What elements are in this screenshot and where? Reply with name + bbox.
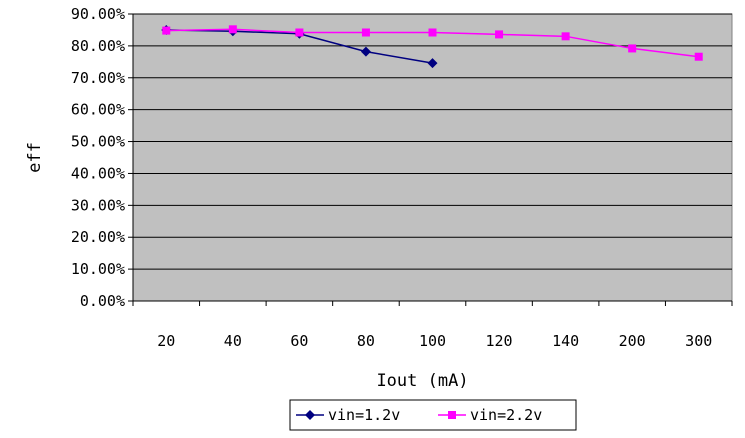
legend: vin=1.2v vin=2.2v: [289, 399, 577, 431]
x-tick-label: 40: [224, 332, 242, 350]
data-point: [428, 28, 437, 37]
x-tick-label: 300: [685, 332, 712, 350]
axes: [132, 14, 732, 302]
x-tick-label: 200: [619, 332, 646, 350]
series-2: [162, 25, 703, 61]
y-tick-label: 20.00%: [71, 228, 125, 246]
data-point: [162, 26, 171, 35]
data-point: [295, 28, 304, 37]
data-point: [495, 30, 504, 39]
data-point: [305, 410, 315, 420]
y-tick-label: 40.00%: [71, 164, 125, 182]
y-tick-label: 80.00%: [71, 37, 125, 55]
x-tick-label: 80: [357, 332, 375, 350]
data-point: [427, 58, 438, 69]
y-tick-label: 50.00%: [71, 133, 125, 151]
y-tick-label: 60.00%: [71, 101, 125, 119]
y-tick-label: 70.00%: [71, 69, 125, 87]
legend-item-2: vin=2.2v: [438, 406, 542, 424]
legend-label: vin=2.2v: [470, 406, 542, 424]
gridlines: [133, 13, 732, 270]
y-tick-label: 90.00%: [71, 5, 125, 23]
legend-box: [289, 399, 577, 431]
y-tick-label: 10.00%: [71, 260, 125, 278]
legend-item-1: vin=1.2v: [296, 406, 400, 424]
data-point: [228, 25, 237, 34]
x-tick-label: 20: [157, 332, 175, 350]
x-axis-title: Iout (mA): [376, 371, 468, 391]
y-tick-label: 30.00%: [71, 196, 125, 214]
legend-label: vin=1.2v: [328, 406, 400, 424]
x-axis-ticks: 20 40 60 80 100 120 140 200 300: [132, 301, 733, 350]
x-tick-label: 140: [552, 332, 579, 350]
plot-area: [132, 13, 733, 302]
data-point: [628, 44, 637, 53]
x-tick-label: 60: [290, 332, 308, 350]
data-point: [448, 411, 456, 419]
data-point: [694, 52, 703, 61]
x-tick-label: 100: [419, 332, 446, 350]
x-tick-label: 120: [486, 332, 513, 350]
y-tick-label: 0.00%: [80, 292, 125, 310]
y-axis-title: eff: [25, 142, 45, 173]
y-axis-ticks: 0.00% 10.00% 20.00% 30.00% 40.00% 50.00% 60.00…: [71, 5, 133, 310]
data-point: [361, 28, 370, 37]
series-layer: [161, 24, 703, 69]
data-point: [360, 46, 371, 57]
data-point: [561, 32, 570, 41]
